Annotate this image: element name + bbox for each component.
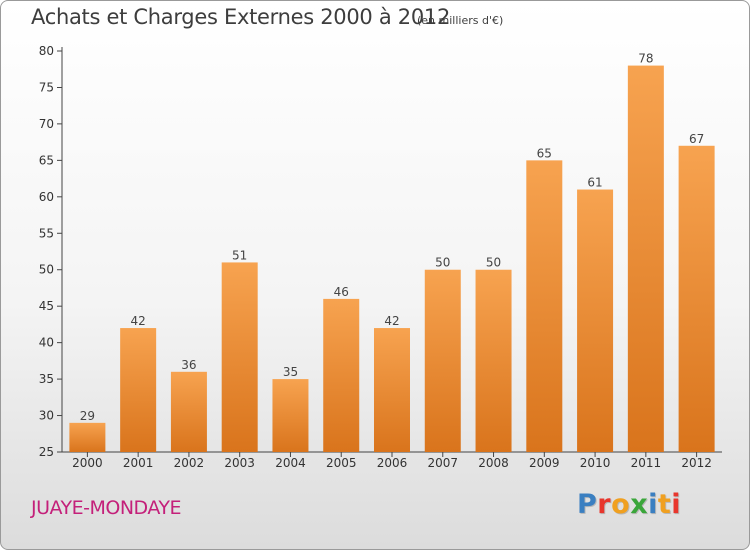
data-label: 61 (587, 176, 602, 190)
bar (526, 160, 563, 452)
logo-letter: P (577, 489, 598, 520)
logo-letter: x (630, 489, 649, 520)
data-label: 50 (435, 256, 450, 270)
bar (475, 269, 512, 452)
x-tick-label: 2002 (174, 456, 205, 470)
logo-letter: i (648, 489, 658, 520)
data-label: 42 (384, 314, 399, 328)
data-label: 46 (334, 285, 349, 299)
x-tick-label: 2007 (427, 456, 458, 470)
commune-name: JUAYE-MONDAYE (31, 497, 182, 519)
logo-letter: o (611, 489, 631, 520)
x-tick-label: 2012 (681, 456, 712, 470)
proxiti-logo: Proxiti (577, 489, 681, 520)
data-label: 36 (181, 358, 196, 372)
chart-subtitle: (en milliers d'€) (417, 14, 504, 27)
bar (627, 65, 664, 452)
data-label: 67 (689, 132, 704, 146)
bar (221, 262, 258, 452)
bar (323, 298, 360, 452)
x-tick-label: 2001 (123, 456, 154, 470)
y-tick-label: 30 (39, 409, 54, 423)
x-tick-label: 2003 (224, 456, 255, 470)
y-tick-label: 60 (39, 190, 54, 204)
bar (374, 328, 410, 452)
data-label: 50 (486, 256, 501, 270)
x-tick-label: 2011 (631, 456, 662, 470)
bar (69, 422, 106, 452)
data-label: 78 (638, 52, 653, 66)
bar (577, 189, 614, 452)
data-label: 42 (131, 314, 146, 328)
y-tick-label: 80 (39, 44, 54, 58)
x-tick-label: 2005 (326, 456, 357, 470)
y-axis: 25 30 35 40 45 50 55 60 65 70 75 80 (39, 44, 63, 459)
x-tick-label: 2006 (377, 456, 408, 470)
x-tick-label: 2008 (478, 456, 509, 470)
logo-letter: r (597, 489, 612, 520)
data-label: 29 (80, 409, 95, 423)
data-labels: 29 42 36 51 35 46 42 50 50 65 61 78 67 (80, 52, 705, 423)
x-tick-label: 2004 (275, 456, 306, 470)
y-tick-label: 65 (39, 153, 54, 167)
logo-letter: t (657, 489, 672, 520)
y-tick-label: 40 (39, 336, 54, 350)
x-tick-label: 2010 (580, 456, 611, 470)
y-tick-label: 45 (39, 299, 54, 313)
data-label: 35 (283, 365, 298, 379)
y-tick-label: 55 (39, 226, 54, 240)
logo-letter: i (671, 489, 682, 520)
x-tick-label: 2000 (72, 456, 103, 470)
y-tick-label: 75 (39, 80, 54, 94)
x-axis: 2000 2001 2002 2003 2004 2005 2006 2007 2008 2009… (62, 451, 722, 470)
x-tick-label: 2009 (529, 456, 560, 470)
bar (120, 328, 157, 452)
bar (424, 269, 461, 452)
data-label: 65 (537, 146, 552, 160)
bar (272, 379, 309, 452)
y-tick-label: 50 (39, 263, 54, 277)
bars (69, 65, 715, 453)
chart-title: Achats et Charges Externes 2000 à 2012 (31, 5, 451, 29)
bar (678, 145, 715, 453)
y-tick-label: 25 (39, 445, 54, 459)
y-tick-label: 70 (39, 117, 54, 131)
y-tick-label: 35 (39, 372, 54, 386)
bar (170, 371, 207, 452)
data-label: 51 (232, 248, 247, 262)
